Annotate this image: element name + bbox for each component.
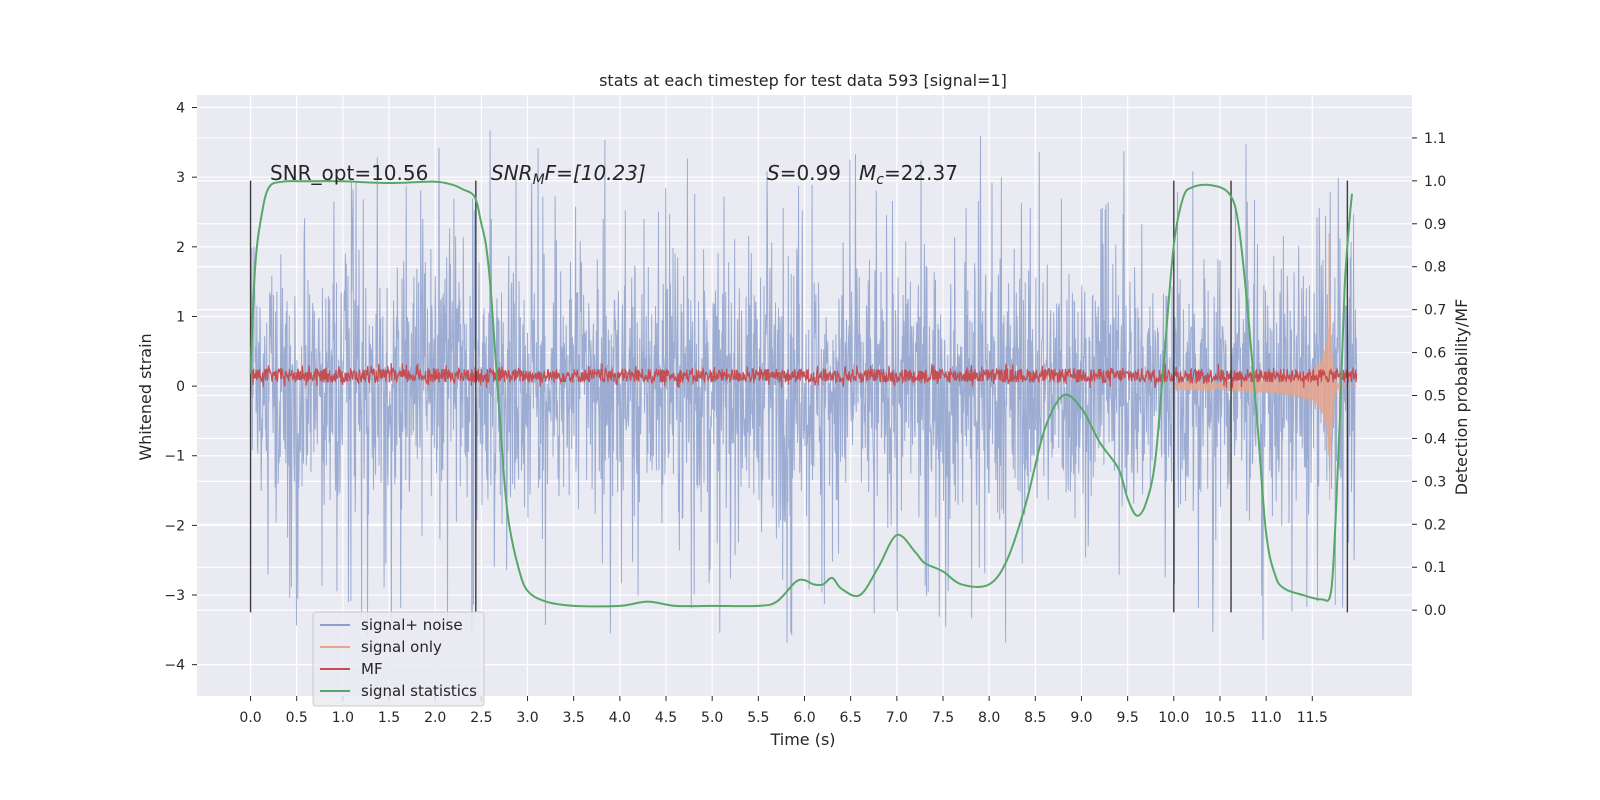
y-left-tick-label: 2 — [176, 240, 185, 256]
y-left-tick-label: 1 — [176, 309, 185, 325]
y-right-tick-label: 0.0 — [1424, 603, 1446, 619]
x-tick-label: 2.0 — [424, 710, 446, 726]
annotation-snr-mf: SNRMF=[10.23] — [491, 161, 646, 188]
y-right-tick-label: 0.6 — [1424, 346, 1446, 362]
legend-label-mf: MF — [361, 660, 383, 678]
annotation-snr-mf-sub: M — [533, 172, 545, 188]
annotation-mc: Mc=22.37 — [859, 161, 958, 188]
x-tick-label: 7.0 — [886, 710, 908, 726]
y-left-tick-label: 4 — [176, 101, 185, 117]
x-tick-label: 3.0 — [516, 710, 538, 726]
y-right-tick-label: 1.0 — [1424, 174, 1446, 190]
y-right-tick-label: 0.9 — [1424, 217, 1446, 233]
legend-label-signal-only: signal only — [361, 638, 442, 656]
annotation-s-label: S — [767, 161, 780, 185]
y-right-tick-label: 0.8 — [1424, 260, 1446, 276]
x-tick-label: 10.5 — [1204, 710, 1235, 726]
x-tick-label: 0.5 — [286, 710, 308, 726]
x-tick-label: 2.5 — [470, 710, 492, 726]
x-tick-label: 8.0 — [978, 710, 1000, 726]
x-tick-label: 5.0 — [701, 710, 723, 726]
x-tick-label: 9.5 — [1117, 710, 1139, 726]
y-left-tick-label: 3 — [176, 170, 185, 186]
x-tick-label: 3.5 — [563, 710, 585, 726]
y-right-tick-label: 0.3 — [1424, 474, 1446, 490]
y-axis-left-label: Whitened strain — [136, 333, 155, 460]
x-axis-ticks: 0.0 0.5 1.0 1.5 2.0 2.5 3.0 3.5 4.0 4.5 5.0 5.5 6.0 6… — [239, 696, 1328, 726]
annotation-s: S=0.99 — [767, 161, 841, 185]
x-tick-label: 9.0 — [1070, 710, 1092, 726]
legend: signal+ noise signal only MF signal stat… — [312, 611, 485, 707]
signal-statistics-series — [249, 180, 1353, 608]
x-tick-label: 7.5 — [932, 710, 954, 726]
y-axis-right-label: Detection probability/MF — [1452, 299, 1471, 496]
y-axis-left-ticks: 4 3 2 1 0 −1 −2 −3 −4 — [164, 101, 197, 674]
x-tick-label: 4.5 — [655, 710, 677, 726]
x-tick-label: 4.0 — [609, 710, 631, 726]
y-left-tick-label: 0 — [176, 379, 185, 395]
y-right-tick-label: 1.1 — [1424, 131, 1446, 147]
annotation-snr-mf-label: SNR — [491, 161, 533, 185]
y-right-tick-label: 0.2 — [1424, 517, 1446, 533]
x-tick-label: 0.0 — [239, 710, 261, 726]
mf-series — [249, 362, 1358, 389]
x-tick-label: 11.5 — [1297, 710, 1328, 726]
mf-line — [249, 362, 1358, 389]
x-tick-label: 10.0 — [1158, 710, 1189, 726]
x-tick-label: 1.0 — [332, 710, 354, 726]
signal-only-series — [1173, 233, 1357, 500]
annotation-mc-value: =22.37 — [884, 161, 958, 185]
x-axis-label: Time (s) — [769, 730, 835, 749]
legend-label-noise: signal+ noise — [361, 616, 463, 634]
x-tick-label: 5.5 — [747, 710, 769, 726]
signal-only-line — [1173, 233, 1357, 500]
annotation-mc-label: M — [859, 161, 876, 185]
y-left-tick-label: −4 — [164, 658, 185, 674]
signal-noise-series — [250, 130, 1358, 643]
signal-noise-line — [250, 130, 1358, 643]
x-tick-label: 6.5 — [840, 710, 862, 726]
y-left-tick-label: −3 — [164, 588, 185, 604]
signal-statistics-line — [249, 180, 1353, 608]
x-tick-label: 11.0 — [1251, 710, 1282, 726]
legend-label-signal-statistics: signal statistics — [361, 682, 477, 700]
y-right-tick-label: 0.5 — [1424, 389, 1446, 405]
annotation-mc-sub: c — [876, 172, 884, 188]
annotation-s-value: =0.99 — [780, 161, 841, 185]
annotation-snr-mf-value: F=[10.23] — [545, 161, 646, 185]
y-right-tick-label: 0.1 — [1424, 560, 1446, 576]
x-tick-label: 1.5 — [378, 710, 400, 726]
x-tick-label: 6.0 — [793, 710, 815, 726]
x-tick-label: 8.5 — [1024, 710, 1046, 726]
y-left-tick-label: −1 — [164, 449, 185, 465]
annotation-snr-opt: SNR_opt=10.56 — [270, 161, 428, 185]
y-axis-right-ticks: 1.1 1.0 0.9 0.8 0.7 0.6 0.5 0.4 0.3 0.2 0.1 0.0 — [1412, 131, 1446, 619]
y-left-tick-label: −2 — [164, 518, 185, 534]
y-right-tick-label: 0.7 — [1424, 303, 1446, 319]
legend-box — [312, 611, 485, 707]
y-right-tick-label: 0.4 — [1424, 431, 1446, 447]
chart-title: stats at each timestep for test data 593… — [599, 71, 1007, 90]
